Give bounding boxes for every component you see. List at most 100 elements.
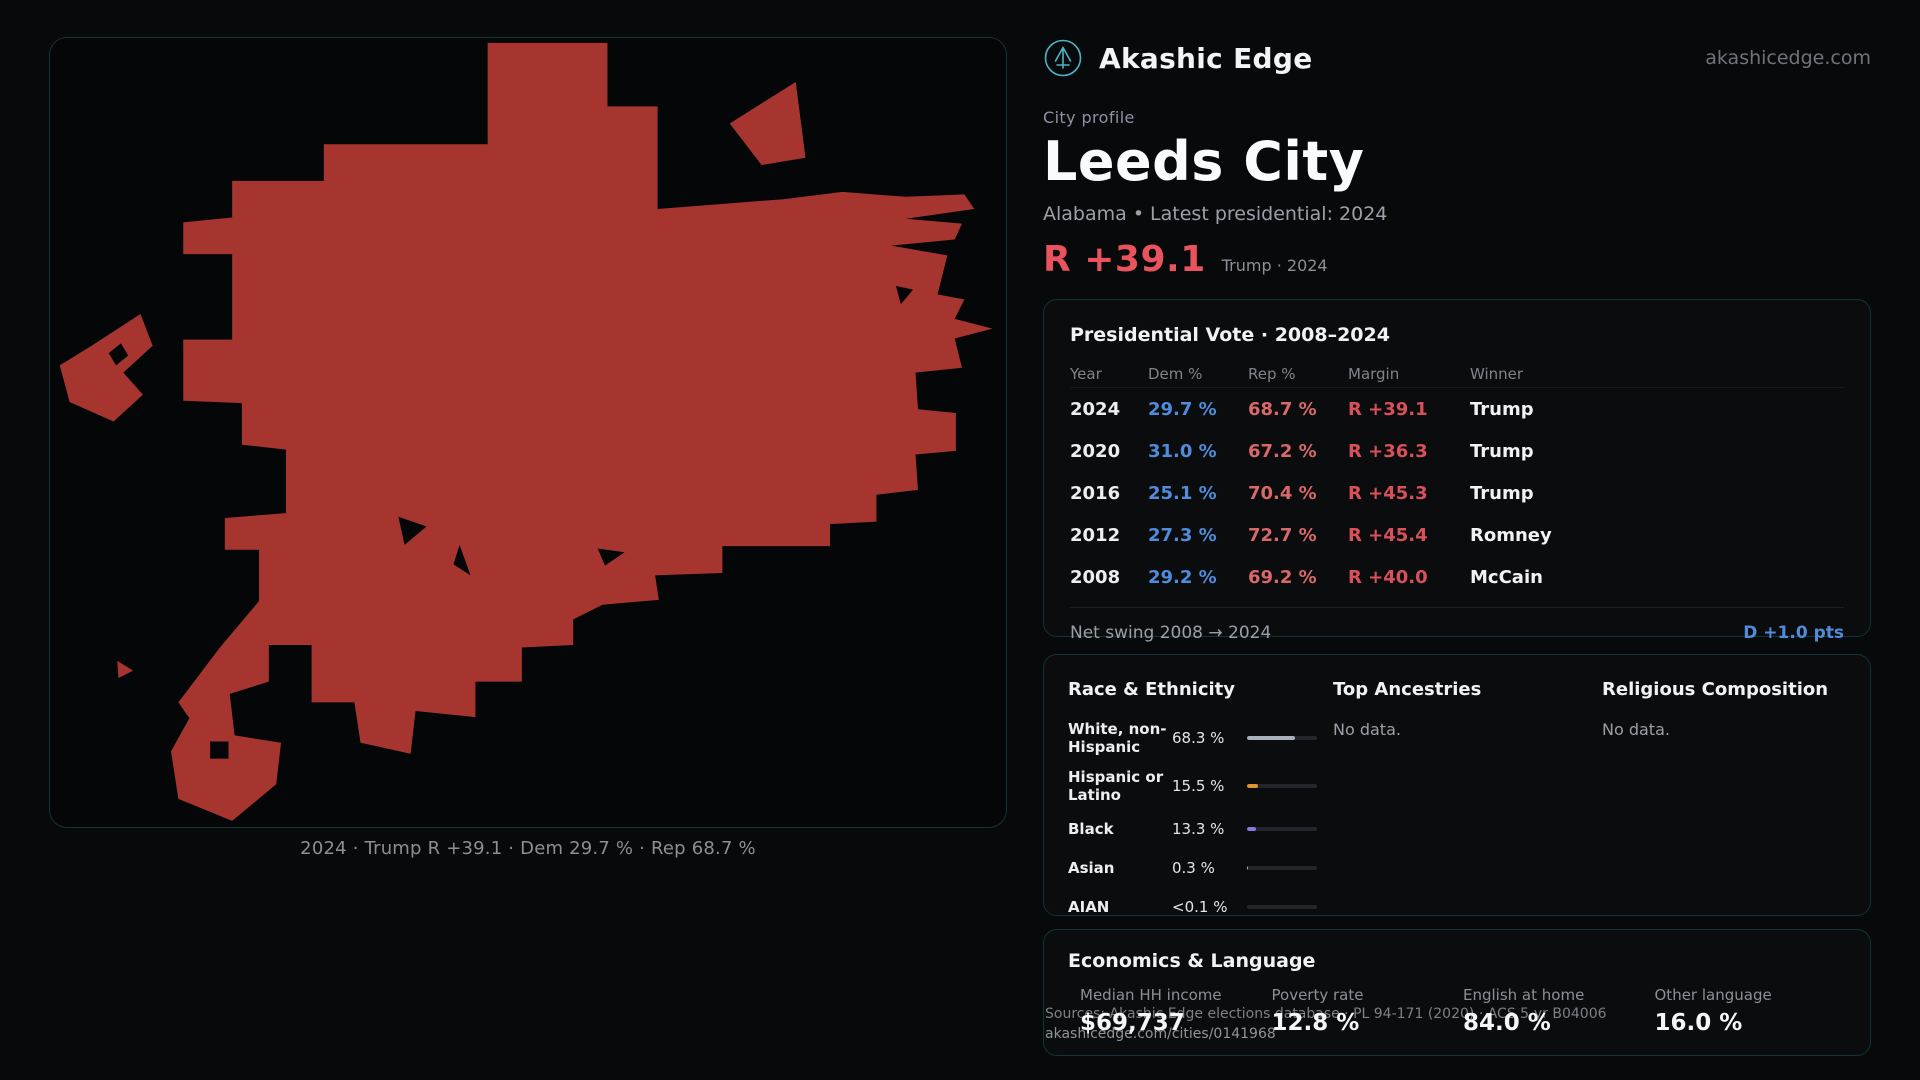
stat-other-language: Other language 16.0 % bbox=[1655, 986, 1847, 1036]
race-ethnicity-section: Race & Ethnicity White, non-Hispanic 68.… bbox=[1068, 679, 1333, 932]
map-hole bbox=[895, 285, 914, 305]
table-row: 2024 29.7 % 68.7 % R +39.1 Trump bbox=[1070, 388, 1844, 430]
economics-stats-row: Median HH income $69,737 Poverty rate 12… bbox=[1068, 986, 1846, 1036]
cell-year: 2012 bbox=[1070, 524, 1121, 546]
headline-margin-row: R +39.1 Trump · 2024 bbox=[1043, 239, 1871, 283]
cell-margin: R +45.4 bbox=[1348, 524, 1428, 546]
race-label: Hispanic or Latino bbox=[1068, 767, 1164, 804]
race-bar bbox=[1247, 783, 1317, 788]
city-boundary-map bbox=[59, 42, 993, 821]
table-row: 2008 29.2 % 69.2 % R +40.0 McCain bbox=[1070, 556, 1844, 598]
map-caption: 2024 · Trump R +39.1 · Dem 29.7 % · Rep … bbox=[300, 838, 756, 859]
stat-english-at-home: English at home 84.0 % bbox=[1463, 986, 1655, 1036]
presidential-vote-panel: Presidential Vote · 2008–2024 Year Dem %… bbox=[1043, 299, 1871, 643]
list-item: AIAN <0.1 % bbox=[1068, 893, 1333, 921]
col-header-rep: Rep % bbox=[1248, 364, 1296, 383]
map-hole bbox=[597, 548, 625, 566]
cell-rep-pct: 67.2 % bbox=[1248, 440, 1317, 462]
race-value: 68.3 % bbox=[1172, 729, 1225, 748]
cell-year: 2008 bbox=[1070, 566, 1121, 588]
list-item: Hispanic or Latino 15.5 % bbox=[1068, 768, 1333, 805]
stat-label: Other language bbox=[1654, 986, 1772, 1004]
brand: Akashic Edge bbox=[1043, 38, 1313, 78]
list-item: Black 13.3 % bbox=[1068, 815, 1333, 843]
table-row: 2016 25.1 % 70.4 % R +45.3 Trump bbox=[1070, 472, 1844, 514]
cell-rep-pct: 68.7 % bbox=[1248, 398, 1317, 420]
religious-composition-section: Religious Composition No data. bbox=[1602, 679, 1870, 932]
race-value: 13.3 % bbox=[1172, 820, 1225, 839]
cell-year: 2024 bbox=[1070, 398, 1121, 420]
map-hole bbox=[398, 516, 427, 545]
table-row: 2012 27.3 % 72.7 % R +45.4 Romney bbox=[1070, 514, 1844, 556]
stat-label: English at home bbox=[1463, 986, 1585, 1004]
map-hole bbox=[210, 741, 229, 759]
demographics-panel: Race & Ethnicity White, non-Hispanic 68.… bbox=[1043, 654, 1871, 916]
cell-winner: Trump bbox=[1470, 482, 1534, 504]
cell-dem-pct: 29.2 % bbox=[1148, 566, 1217, 588]
stat-label: Poverty rate bbox=[1271, 986, 1364, 1004]
list-item: Asian 0.3 % bbox=[1068, 854, 1333, 882]
city-shape-west-fragment bbox=[59, 314, 153, 422]
race-bar bbox=[1247, 866, 1317, 871]
stat-poverty-rate: Poverty rate 12.8 % bbox=[1272, 986, 1464, 1036]
cell-rep-pct: 69.2 % bbox=[1248, 566, 1317, 588]
city-boundary-map-panel bbox=[49, 37, 1007, 828]
page-subtitle: Alabama • Latest presidential: 2024 bbox=[1043, 203, 1388, 225]
race-bar bbox=[1247, 827, 1317, 832]
list-item: White, non-Hispanic 68.3 % bbox=[1068, 720, 1333, 757]
cell-dem-pct: 29.7 % bbox=[1148, 398, 1217, 420]
cell-winner: Romney bbox=[1470, 524, 1552, 546]
headline-margin-context: Trump · 2024 bbox=[1221, 256, 1328, 275]
site-domain-link[interactable]: akashicedge.com bbox=[1705, 47, 1871, 69]
page-eyebrow: City profile bbox=[1043, 108, 1135, 127]
page-title: Leeds City bbox=[1043, 130, 1365, 193]
vote-table-header: Year Dem % Rep % Margin Winner bbox=[1070, 360, 1844, 388]
col-header-winner: Winner bbox=[1470, 364, 1524, 383]
stat-label: Median HH income bbox=[1080, 986, 1222, 1004]
city-shape-southwest-fragment bbox=[117, 660, 134, 678]
vote-panel-title: Presidential Vote · 2008–2024 bbox=[1070, 324, 1390, 346]
cell-dem-pct: 27.3 % bbox=[1148, 524, 1217, 546]
col-header-year: Year bbox=[1070, 364, 1102, 383]
stat-value: 12.8 % bbox=[1271, 1010, 1360, 1036]
site-header: Akashic Edge akashicedge.com bbox=[1043, 36, 1871, 80]
col-header-dem: Dem % bbox=[1148, 364, 1203, 383]
ancestries-empty-state: No data. bbox=[1333, 720, 1401, 739]
city-profile-column: Akashic Edge akashicedge.com City profil… bbox=[1043, 0, 1871, 1080]
cell-margin: R +40.0 bbox=[1348, 566, 1428, 588]
economics-panel-title: Economics & Language bbox=[1068, 950, 1316, 972]
col-header-margin: Margin bbox=[1348, 364, 1400, 383]
vote-table: Year Dem % Rep % Margin Winner 2024 29.7… bbox=[1070, 360, 1844, 598]
cell-margin: R +36.3 bbox=[1348, 440, 1428, 462]
cell-margin: R +39.1 bbox=[1348, 398, 1428, 420]
race-label: AIAN bbox=[1068, 898, 1110, 917]
cell-winner: McCain bbox=[1470, 566, 1543, 588]
race-value: 0.3 % bbox=[1172, 859, 1215, 878]
akashic-edge-logo-icon bbox=[1043, 38, 1083, 78]
map-hole bbox=[453, 544, 471, 576]
race-section-title: Race & Ethnicity bbox=[1068, 679, 1235, 700]
race-bar bbox=[1247, 905, 1317, 910]
cell-winner: Trump bbox=[1470, 398, 1534, 420]
brand-name: Akashic Edge bbox=[1099, 41, 1313, 75]
city-permalink[interactable]: akashicedge.com/cities/0141968 bbox=[1045, 1026, 1276, 1042]
headline-margin-value: R +39.1 bbox=[1043, 239, 1206, 280]
table-row: 2020 31.0 % 67.2 % R +36.3 Trump bbox=[1070, 430, 1844, 472]
net-swing-row: Net swing 2008 → 2024 D +1.0 pts bbox=[1070, 607, 1844, 643]
stat-value: $69,737 bbox=[1080, 1010, 1185, 1036]
religion-empty-state: No data. bbox=[1602, 720, 1670, 739]
map-hole bbox=[108, 343, 129, 366]
cell-rep-pct: 72.7 % bbox=[1248, 524, 1317, 546]
net-swing-value: D +1.0 pts bbox=[1743, 623, 1844, 643]
city-shape-northeast-fragment bbox=[729, 81, 806, 166]
race-bar bbox=[1247, 736, 1317, 741]
race-value: 15.5 % bbox=[1172, 776, 1225, 795]
race-label: Black bbox=[1068, 820, 1114, 839]
cell-year: 2020 bbox=[1070, 440, 1121, 462]
cell-rep-pct: 70.4 % bbox=[1248, 482, 1317, 504]
ancestries-section-title: Top Ancestries bbox=[1333, 679, 1482, 700]
top-ancestries-section: Top Ancestries No data. bbox=[1333, 679, 1602, 932]
net-swing-label: Net swing 2008 → 2024 bbox=[1070, 623, 1272, 643]
cell-year: 2016 bbox=[1070, 482, 1121, 504]
religion-section-title: Religious Composition bbox=[1602, 679, 1829, 700]
